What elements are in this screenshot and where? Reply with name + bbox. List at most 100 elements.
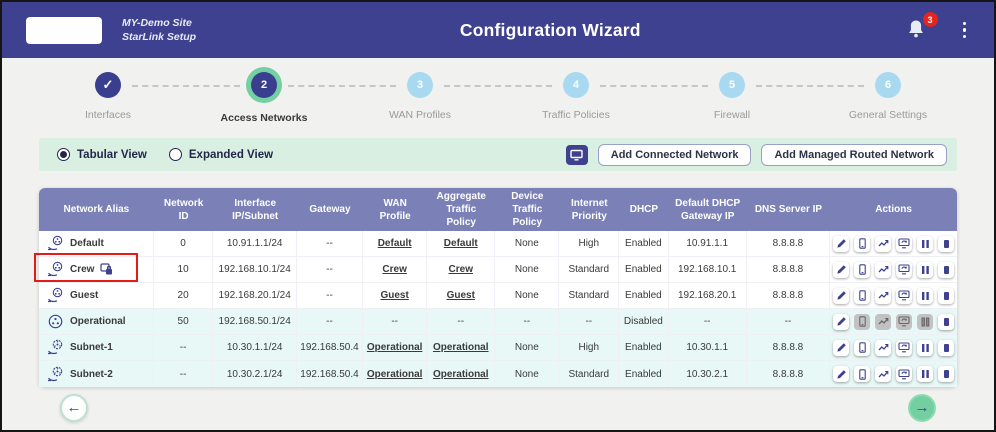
step-traffic-policies[interactable]: 4 Traffic Policies <box>444 72 654 130</box>
site-info: MY-Demo Site StarLink Setup <box>122 16 196 44</box>
aggregate-policy-link[interactable]: Default <box>443 238 478 249</box>
wan-profile-link[interactable]: Operational <box>366 368 423 380</box>
cell-gateway: -- <box>296 309 364 335</box>
pause-icon <box>921 291 930 301</box>
step-general-settings[interactable]: 6 General Settings <box>756 72 966 130</box>
col-aggregate-policy: Aggregate Traffic Policy <box>427 188 496 231</box>
col-network-id: Network ID <box>153 188 214 231</box>
network-refresh-icon <box>898 238 910 249</box>
usage-graph-button[interactable] <box>875 287 892 304</box>
wan-profile-link[interactable]: Default <box>377 238 412 249</box>
edit-icon <box>836 369 847 380</box>
network-alias-text: Subnet-2 <box>70 368 113 380</box>
pause-button[interactable] <box>917 261 934 278</box>
cell-network-alias: Default <box>39 231 154 257</box>
cell-dhcp: Enabled <box>619 335 669 361</box>
usage-graph-icon <box>878 316 889 327</box>
add-connected-network-button[interactable]: Add Connected Network <box>597 143 752 166</box>
network-refresh-button <box>896 313 913 330</box>
aggregate-policy-link[interactable]: Operational <box>432 342 489 353</box>
cell-dns: 8.8.8.8 <box>746 231 831 257</box>
cell-dhcp-gateway: 192.168.20.1 <box>668 283 747 309</box>
cell-network-alias: Subnet-2 <box>39 361 154 387</box>
cell-network-alias: Crew <box>39 257 154 283</box>
network-alias-text: Default <box>70 238 104 249</box>
notifications-button[interactable]: 3 <box>905 12 938 43</box>
aggregate-policy-link[interactable]: Guest <box>446 290 475 301</box>
aggregate-policy-link[interactable]: Crew <box>448 264 473 275</box>
step-interfaces[interactable]: ✓ Interfaces <box>30 72 186 130</box>
step-firewall[interactable]: 5 Firewall <box>600 72 810 130</box>
network-refresh-button[interactable] <box>896 287 913 304</box>
radio-tabular-view[interactable]: Tabular View <box>57 148 147 161</box>
site-subtitle: StarLink Setup <box>122 31 197 43</box>
pause-button[interactable] <box>917 235 934 252</box>
stop-button[interactable] <box>938 261 955 278</box>
back-button[interactable]: ← <box>60 393 88 422</box>
cell-dhcp: Enabled <box>619 283 669 309</box>
edit-button[interactable] <box>833 235 850 252</box>
step-label: General Settings <box>848 109 928 121</box>
usage-graph-button[interactable] <box>875 261 892 278</box>
stop-button[interactable] <box>938 366 955 382</box>
stop-button[interactable] <box>938 235 955 252</box>
stop-button[interactable] <box>938 339 955 356</box>
cell-wan-profile: Crew <box>363 257 428 283</box>
pause-button[interactable] <box>917 287 934 304</box>
cell-interface-ip: 192.168.20.1/24 <box>213 283 297 309</box>
devices-button[interactable] <box>854 339 871 356</box>
next-button[interactable]: → <box>908 393 936 422</box>
usage-graph-icon <box>878 369 889 380</box>
cell-aggregate-policy: Default <box>427 231 496 257</box>
cell-aggregate-policy: Crew <box>427 257 496 283</box>
wan-profile-link[interactable]: Crew <box>382 264 407 275</box>
network-refresh-button[interactable] <box>896 339 913 356</box>
step-circle-completed: ✓ <box>95 72 121 98</box>
aggregate-policy-link[interactable]: Operational <box>432 368 489 380</box>
network-refresh-button[interactable] <box>896 261 913 278</box>
edit-button[interactable] <box>833 287 850 304</box>
devices-icon <box>857 316 868 327</box>
cell-interface-ip: 192.168.50.1/24 <box>213 309 297 335</box>
edit-icon <box>836 264 847 275</box>
stop-icon <box>942 265 951 275</box>
col-network-alias: Network Alias <box>39 188 154 231</box>
pause-button[interactable] <box>917 339 934 356</box>
edit-button[interactable] <box>833 339 850 356</box>
pause-button[interactable] <box>917 366 934 382</box>
step-access-networks[interactable]: 2 Access Networks <box>132 72 342 130</box>
wan-profile-link[interactable]: Guest <box>380 290 409 301</box>
usage-graph-button[interactable] <box>875 235 892 252</box>
radio-expanded-view[interactable]: Expanded View <box>168 148 273 161</box>
network-refresh-button[interactable] <box>896 235 913 252</box>
kebab-menu-icon[interactable] <box>957 20 973 41</box>
cell-device-policy: -- <box>495 309 560 335</box>
radio-selected-icon <box>57 148 70 161</box>
network-refresh-button[interactable] <box>896 366 913 382</box>
devices-button[interactable] <box>854 287 871 304</box>
stop-button[interactable] <box>938 313 955 330</box>
edit-button[interactable] <box>833 366 850 382</box>
pause-icon <box>921 265 930 275</box>
devices-button[interactable] <box>854 366 871 382</box>
devices-button[interactable] <box>854 235 871 252</box>
cell-dhcp-gateway: 10.91.1.1 <box>668 231 747 257</box>
devices-icon <box>857 290 868 301</box>
usage-graph-button[interactable] <box>875 339 892 356</box>
view-radio-group: Tabular View Expanded View <box>57 148 273 161</box>
devices-button[interactable] <box>854 261 871 278</box>
view-toolbar: Tabular View Expanded View Add Connected… <box>39 138 957 171</box>
cell-dhcp: Enabled <box>619 257 669 283</box>
network-alias-text: Subnet-1 <box>70 342 113 353</box>
stop-button[interactable] <box>938 287 955 304</box>
expand-view-button[interactable] <box>565 144 588 165</box>
wan-profile-link[interactable]: Operational <box>366 342 423 353</box>
edit-button[interactable] <box>833 261 850 278</box>
add-managed-routed-network-button[interactable]: Add Managed Routed Network <box>761 143 947 166</box>
edit-button[interactable] <box>833 313 850 330</box>
step-wan-profiles[interactable]: 3 WAN Profiles <box>288 72 498 130</box>
cell-actions <box>830 257 957 283</box>
cell-device-policy: None <box>495 335 560 361</box>
usage-graph-button[interactable] <box>875 366 892 382</box>
